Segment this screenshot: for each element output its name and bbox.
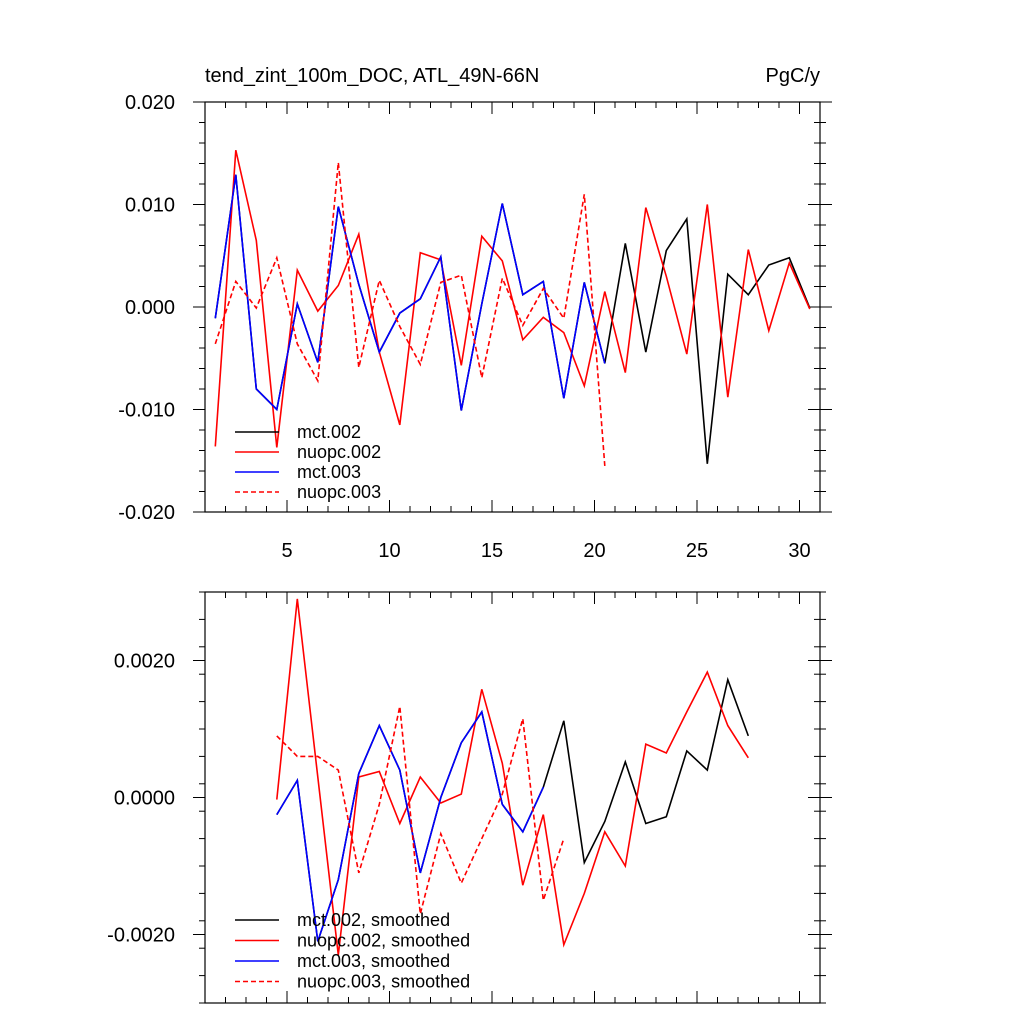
legend-label: mct.003, smoothed [297, 951, 450, 971]
y-tick-label: 0.0020 [114, 651, 175, 673]
top-panel: 5 10 15 20 25 30 -0.020 -0.010 0.000 0.010 0.020 te… [118, 65, 832, 562]
y-tick-label: 0.020 [125, 92, 175, 114]
x-tick-label: 10 [378, 540, 400, 562]
y-tick-label: -0.0020 [107, 925, 175, 947]
x-tick-label: 25 [686, 540, 708, 562]
series-line-nuopc-003 [214, 162, 606, 466]
x-tick-label: 30 [788, 540, 810, 562]
legend-label: nuopc.003, smoothed [297, 972, 470, 992]
series-line-mct-002-smoothed [276, 676, 750, 942]
y-tick-label: 0.000 [125, 297, 175, 319]
series-line-mct-002 [214, 174, 811, 464]
y-tick-label: -0.020 [118, 502, 175, 524]
x-tick-label: 20 [583, 540, 605, 562]
x-tick-label: 15 [481, 540, 503, 562]
legend-label: mct.002, smoothed [297, 910, 450, 930]
series-line-mct-003 [214, 174, 606, 412]
legend-label: nuopc.003 [297, 482, 381, 502]
series-line-mct-003-smoothed [276, 709, 545, 942]
y-tick-label: 0.0000 [114, 788, 175, 810]
units-label: PgC/y [766, 65, 820, 87]
x-tick-label: 5 [281, 540, 292, 562]
legend-label: mct.002 [297, 422, 361, 442]
series-line-nuopc-002 [214, 150, 811, 448]
legend-label: mct.003 [297, 462, 361, 482]
legend-label: nuopc.002, smoothed [297, 931, 470, 951]
chart-title: tend_zint_100m_DOC, ATL_49N-66N [205, 65, 539, 87]
y-tick-label: -0.010 [118, 400, 175, 422]
legend-label: nuopc.002 [297, 442, 381, 462]
series-line-nuopc-002-smoothed [276, 598, 749, 956]
series-line-nuopc-003-smoothed [276, 706, 565, 915]
y-tick-label: 0.010 [125, 195, 175, 217]
